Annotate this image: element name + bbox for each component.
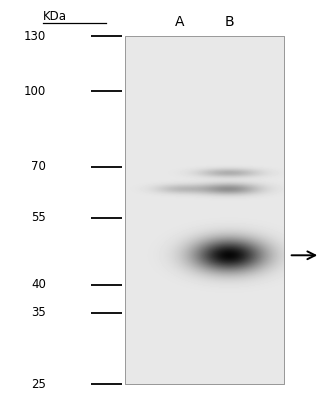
Text: 40: 40 [31, 278, 46, 291]
Bar [125, 36, 284, 384]
Text: 100: 100 [24, 85, 46, 98]
Bar [125, 36, 284, 384]
Text: B: B [224, 15, 234, 29]
Text: 25: 25 [31, 378, 46, 390]
Text: 70: 70 [31, 160, 46, 173]
Text: A: A [175, 15, 184, 29]
Text: 130: 130 [24, 30, 46, 42]
Text: KDa: KDa [43, 10, 67, 22]
Text: 55: 55 [31, 211, 46, 224]
Text: 35: 35 [31, 306, 46, 320]
